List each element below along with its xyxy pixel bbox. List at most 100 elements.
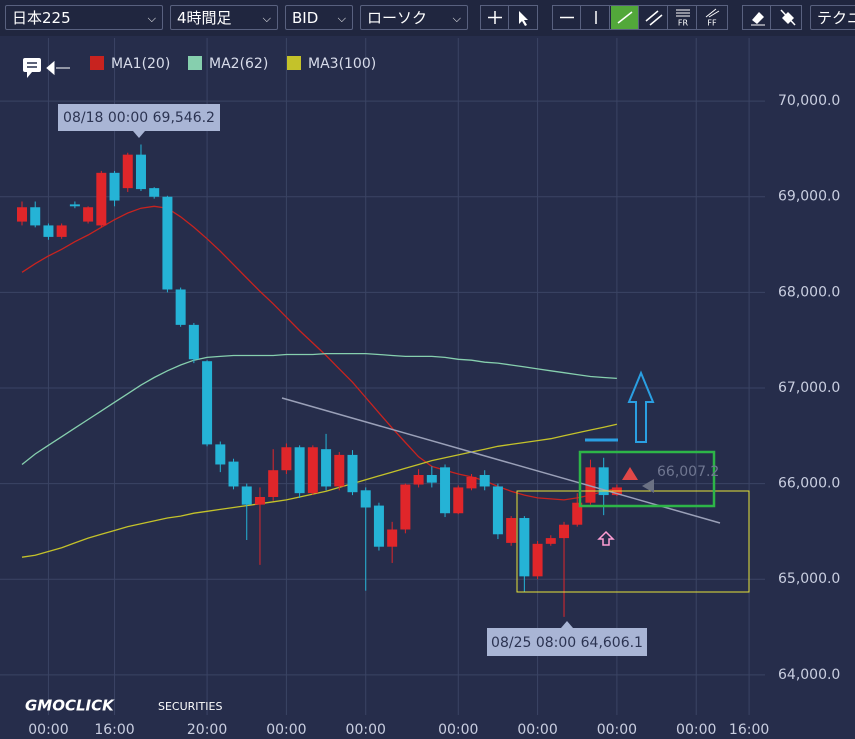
candle-body — [479, 474, 490, 487]
candle-body — [162, 196, 173, 290]
style: ローソク — [367, 9, 428, 27]
draw-group: FR FF — [552, 5, 728, 30]
x-tick-label: 00:00 — [28, 722, 68, 738]
candle-body — [585, 467, 596, 503]
candle-body — [373, 505, 384, 547]
candle-body — [466, 476, 477, 489]
symbol: 日本225 — [12, 9, 71, 27]
ma-line — [21, 205, 618, 501]
trend-line[interactable] — [281, 397, 721, 524]
hide-button[interactable] — [773, 6, 801, 29]
legend-swatch — [90, 56, 104, 70]
logo-sub: SECURITIES — [158, 700, 222, 713]
fr-button[interactable]: FR — [669, 6, 697, 29]
x-tick-label: 16:00 — [729, 722, 769, 738]
candle-body — [135, 154, 146, 190]
candle-body — [254, 496, 265, 505]
green-box[interactable] — [578, 450, 716, 508]
y-tick-label: 66,000.0 — [778, 476, 840, 492]
legend-swatch — [188, 56, 202, 70]
timeframe-select[interactable]: 4時間足 ⌵ — [170, 5, 278, 30]
candle-body — [453, 487, 464, 514]
fr-label: FR — [678, 19, 689, 28]
candle-body — [228, 461, 239, 487]
y-tick-label: 67,000.0 — [778, 380, 840, 396]
x-tick-label: 00:00 — [517, 722, 557, 738]
price-label: 66,007.2 — [657, 464, 719, 480]
yellow-box[interactable] — [516, 490, 750, 593]
candle-body — [532, 543, 543, 577]
candle-body — [202, 361, 213, 445]
x-tick-label: 00:00 — [346, 722, 386, 738]
candle-body — [506, 518, 517, 543]
candle-body — [294, 447, 305, 494]
symbol-select[interactable]: 日本225 ⌵ — [5, 5, 163, 30]
candle-body — [109, 172, 120, 201]
high-tooltip-text: 08/18 00:00 69,546.2 — [63, 110, 215, 126]
candle-body — [281, 447, 292, 471]
ff-label: FF — [707, 19, 717, 28]
candle-body — [572, 502, 583, 525]
logo-brand: GMOCLICK — [25, 697, 115, 715]
channel-button[interactable] — [640, 6, 668, 29]
x-tick-label: 00:00 — [266, 722, 306, 738]
red-triangle — [622, 467, 638, 480]
crosshair-button[interactable] — [481, 6, 509, 29]
technical-menu[interactable]: テクニカル — [810, 5, 855, 30]
x-tick-label: 00:00 — [597, 722, 637, 738]
x-tick-label: 00:00 — [676, 722, 716, 738]
candle-body — [215, 444, 226, 465]
candle-body — [387, 529, 398, 547]
candle-body — [96, 172, 107, 226]
y-tick-label: 69,000.0 — [778, 189, 840, 205]
candle-body — [545, 538, 556, 544]
candle-body — [426, 474, 437, 483]
style-select[interactable]: ローソク ⌵ — [360, 5, 468, 30]
side: BID — [292, 9, 319, 27]
toolbar: 日本225⌵ 4時間足⌵ BID⌵ ローソク⌵ FR FF テクニカル — [0, 0, 855, 36]
candles — [17, 144, 622, 617]
candle-body — [268, 470, 279, 497]
legend: MA1(20) MA2(62) MA3(100) — [90, 56, 376, 72]
legend-label: MA1(20) — [111, 56, 170, 72]
pointer-button[interactable] — [509, 6, 537, 29]
candle-body — [360, 490, 371, 508]
blue-arrow[interactable] — [627, 370, 655, 443]
candle-body — [17, 207, 27, 222]
price-pointer — [642, 479, 654, 493]
comment-icon[interactable] — [23, 58, 70, 78]
y-tick-label: 70,000.0 — [778, 93, 840, 109]
candle-body — [519, 518, 530, 577]
candle-body — [559, 524, 570, 539]
tooltip-pointer — [561, 621, 573, 628]
vline-button[interactable] — [582, 6, 610, 29]
candle-body — [492, 486, 503, 535]
cursor-group — [480, 5, 538, 30]
x-tick-label: 00:00 — [438, 722, 478, 738]
ma-line — [21, 423, 618, 558]
candle-body — [122, 154, 133, 189]
candle-body — [440, 467, 451, 514]
pink-arrow — [597, 530, 615, 546]
candle-body — [30, 207, 41, 226]
candle-body — [347, 454, 358, 493]
legend-label: MA3(100) — [308, 56, 376, 72]
ff-button[interactable]: FF — [698, 6, 726, 29]
candle-body — [598, 467, 609, 496]
y-tick-label: 65,000.0 — [778, 571, 840, 587]
trendline-button[interactable] — [611, 6, 639, 29]
legend-label: MA2(62) — [209, 56, 268, 72]
side-select[interactable]: BID ⌵ — [285, 5, 353, 30]
eraser-button[interactable] — [743, 6, 771, 29]
candle-body — [413, 474, 424, 485]
hline-button[interactable] — [553, 6, 581, 29]
low-tooltip — [487, 628, 647, 656]
candle-body — [69, 204, 80, 207]
low-tooltip-text: 08/25 08:00 64,606.1 — [491, 635, 643, 651]
y-tick-label: 68,000.0 — [778, 284, 840, 300]
candle-body — [400, 484, 411, 530]
candle-body — [321, 449, 332, 487]
candle-body — [241, 486, 252, 505]
x-tick-label: 20:00 — [187, 722, 227, 738]
